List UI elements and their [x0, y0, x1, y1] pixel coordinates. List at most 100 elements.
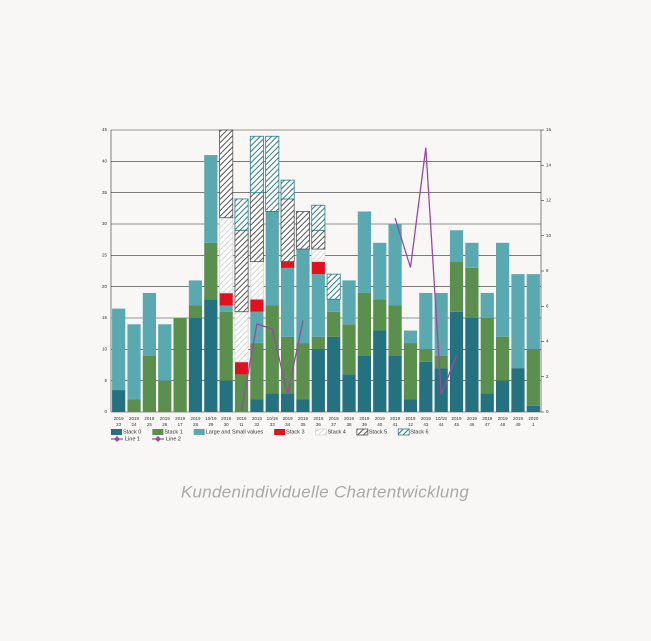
x-tick-label: 30 [224, 422, 230, 427]
bar-segment [265, 393, 279, 412]
caption: Kundenindividuelle Chartentwicklung [181, 482, 470, 501]
bar-segment [249, 261, 264, 300]
x-tick-year: 2019 [190, 416, 201, 421]
bar-segment [234, 374, 249, 412]
bar-segment [204, 242, 218, 300]
x-tick-year: 2019 [482, 416, 493, 421]
x-tick-label: 45 [454, 422, 460, 427]
bar-segment [496, 380, 510, 412]
x-tick-label: 40 [377, 422, 383, 427]
bar-segment [496, 336, 510, 381]
legend-swatch [397, 428, 410, 436]
bar-segment [142, 292, 156, 356]
bar-segment [112, 390, 126, 412]
bar-segment [219, 305, 233, 312]
x-tick-label: 44 [439, 422, 445, 427]
bar-segment [311, 336, 325, 350]
bar-segment [511, 368, 525, 412]
x-tick-label: 28 [193, 422, 199, 427]
x-tick-year: 2019 [329, 416, 340, 421]
bar-segment [496, 242, 510, 337]
x-tick-label: 32 [254, 422, 260, 427]
x-tick-year: 2019 [467, 416, 478, 421]
y2-tick-label: 12 [546, 198, 552, 203]
x-tick-year: 2019 [421, 416, 432, 421]
bar-segment [158, 380, 172, 412]
bar-segment [219, 217, 234, 294]
y2-tick-label: 2 [546, 374, 549, 379]
bar-segment [281, 393, 295, 412]
legend-label: Stack 4 [328, 429, 346, 435]
y2-tick-label: 6 [546, 303, 549, 308]
x-tick-label: 24 [132, 422, 138, 427]
x-tick-year: 2019 [221, 416, 232, 421]
bar-segment [281, 261, 295, 268]
legend-label: Stack 5 [369, 429, 387, 435]
bar-segment [250, 299, 264, 312]
bar-segment [373, 299, 387, 331]
x-tick-label: 46 [469, 422, 475, 427]
bar-segment [449, 261, 464, 312]
bar-segment [357, 211, 371, 293]
bar-segment [419, 349, 433, 362]
x-tick-label: 33 [270, 422, 276, 427]
bar-segment [403, 330, 418, 344]
y-tick-label: 25 [102, 253, 108, 258]
x-tick-label: 37 [331, 422, 337, 427]
x-tick-year: 2019 [237, 416, 248, 421]
bar-segment [204, 299, 218, 412]
legend-label: Line 2 [166, 436, 181, 442]
x-tick-label: 12 [408, 422, 414, 427]
x-tick-year: 2019 [252, 416, 263, 421]
x-tick-label: t1 [240, 422, 244, 427]
bar-segment [480, 292, 494, 318]
legend-marker [155, 436, 161, 442]
bar-segment [403, 399, 418, 412]
bar-segment [234, 198, 249, 231]
bar-segment [526, 405, 540, 412]
legend-swatch [111, 429, 122, 435]
x-tick-label: 47 [485, 422, 491, 427]
bar-segment [280, 198, 295, 263]
bar-segment [388, 305, 402, 356]
bar-segment [480, 318, 494, 394]
bar-segment [219, 292, 233, 306]
legend-swatch [315, 428, 327, 436]
legend-swatch [274, 429, 286, 435]
x-tick-year: 2019 [283, 416, 294, 421]
x-tick-year: 2019 [452, 416, 463, 421]
bar-segment [219, 129, 234, 219]
bar-segment [204, 155, 218, 243]
x-tick-year: 2019 [144, 416, 155, 421]
bar-segment [449, 230, 464, 262]
bar-segment [357, 355, 371, 412]
x-tick-year: 2019 [405, 416, 416, 421]
bar-segment [296, 343, 310, 400]
bar-segment [265, 211, 279, 306]
bar-segment [311, 204, 326, 231]
legend-label: Stack 0 [123, 429, 141, 435]
x-tick-year: 2019 [313, 416, 324, 421]
x-tick-year: 2019 [160, 416, 171, 421]
bar-segment [342, 280, 356, 325]
y-tick-label: 10 [102, 347, 108, 352]
bar-segment [419, 361, 433, 412]
legend-marker [114, 436, 120, 442]
x-tick-year: 2019 [390, 416, 401, 421]
legend-swatch [356, 428, 369, 436]
x-tick-year: 2020 [528, 416, 539, 421]
bar-segment [280, 179, 295, 200]
line [240, 320, 304, 411]
legend-swatch [193, 429, 205, 435]
bar-segment [281, 267, 295, 337]
bar-segment [373, 242, 387, 300]
bar-segment [526, 349, 540, 406]
bar-segment [465, 318, 479, 412]
bar-segment [127, 324, 141, 400]
bar-segment [327, 299, 341, 312]
bar-segment [327, 311, 341, 337]
x-tick-year: 2019 [375, 416, 386, 421]
line [394, 147, 458, 395]
